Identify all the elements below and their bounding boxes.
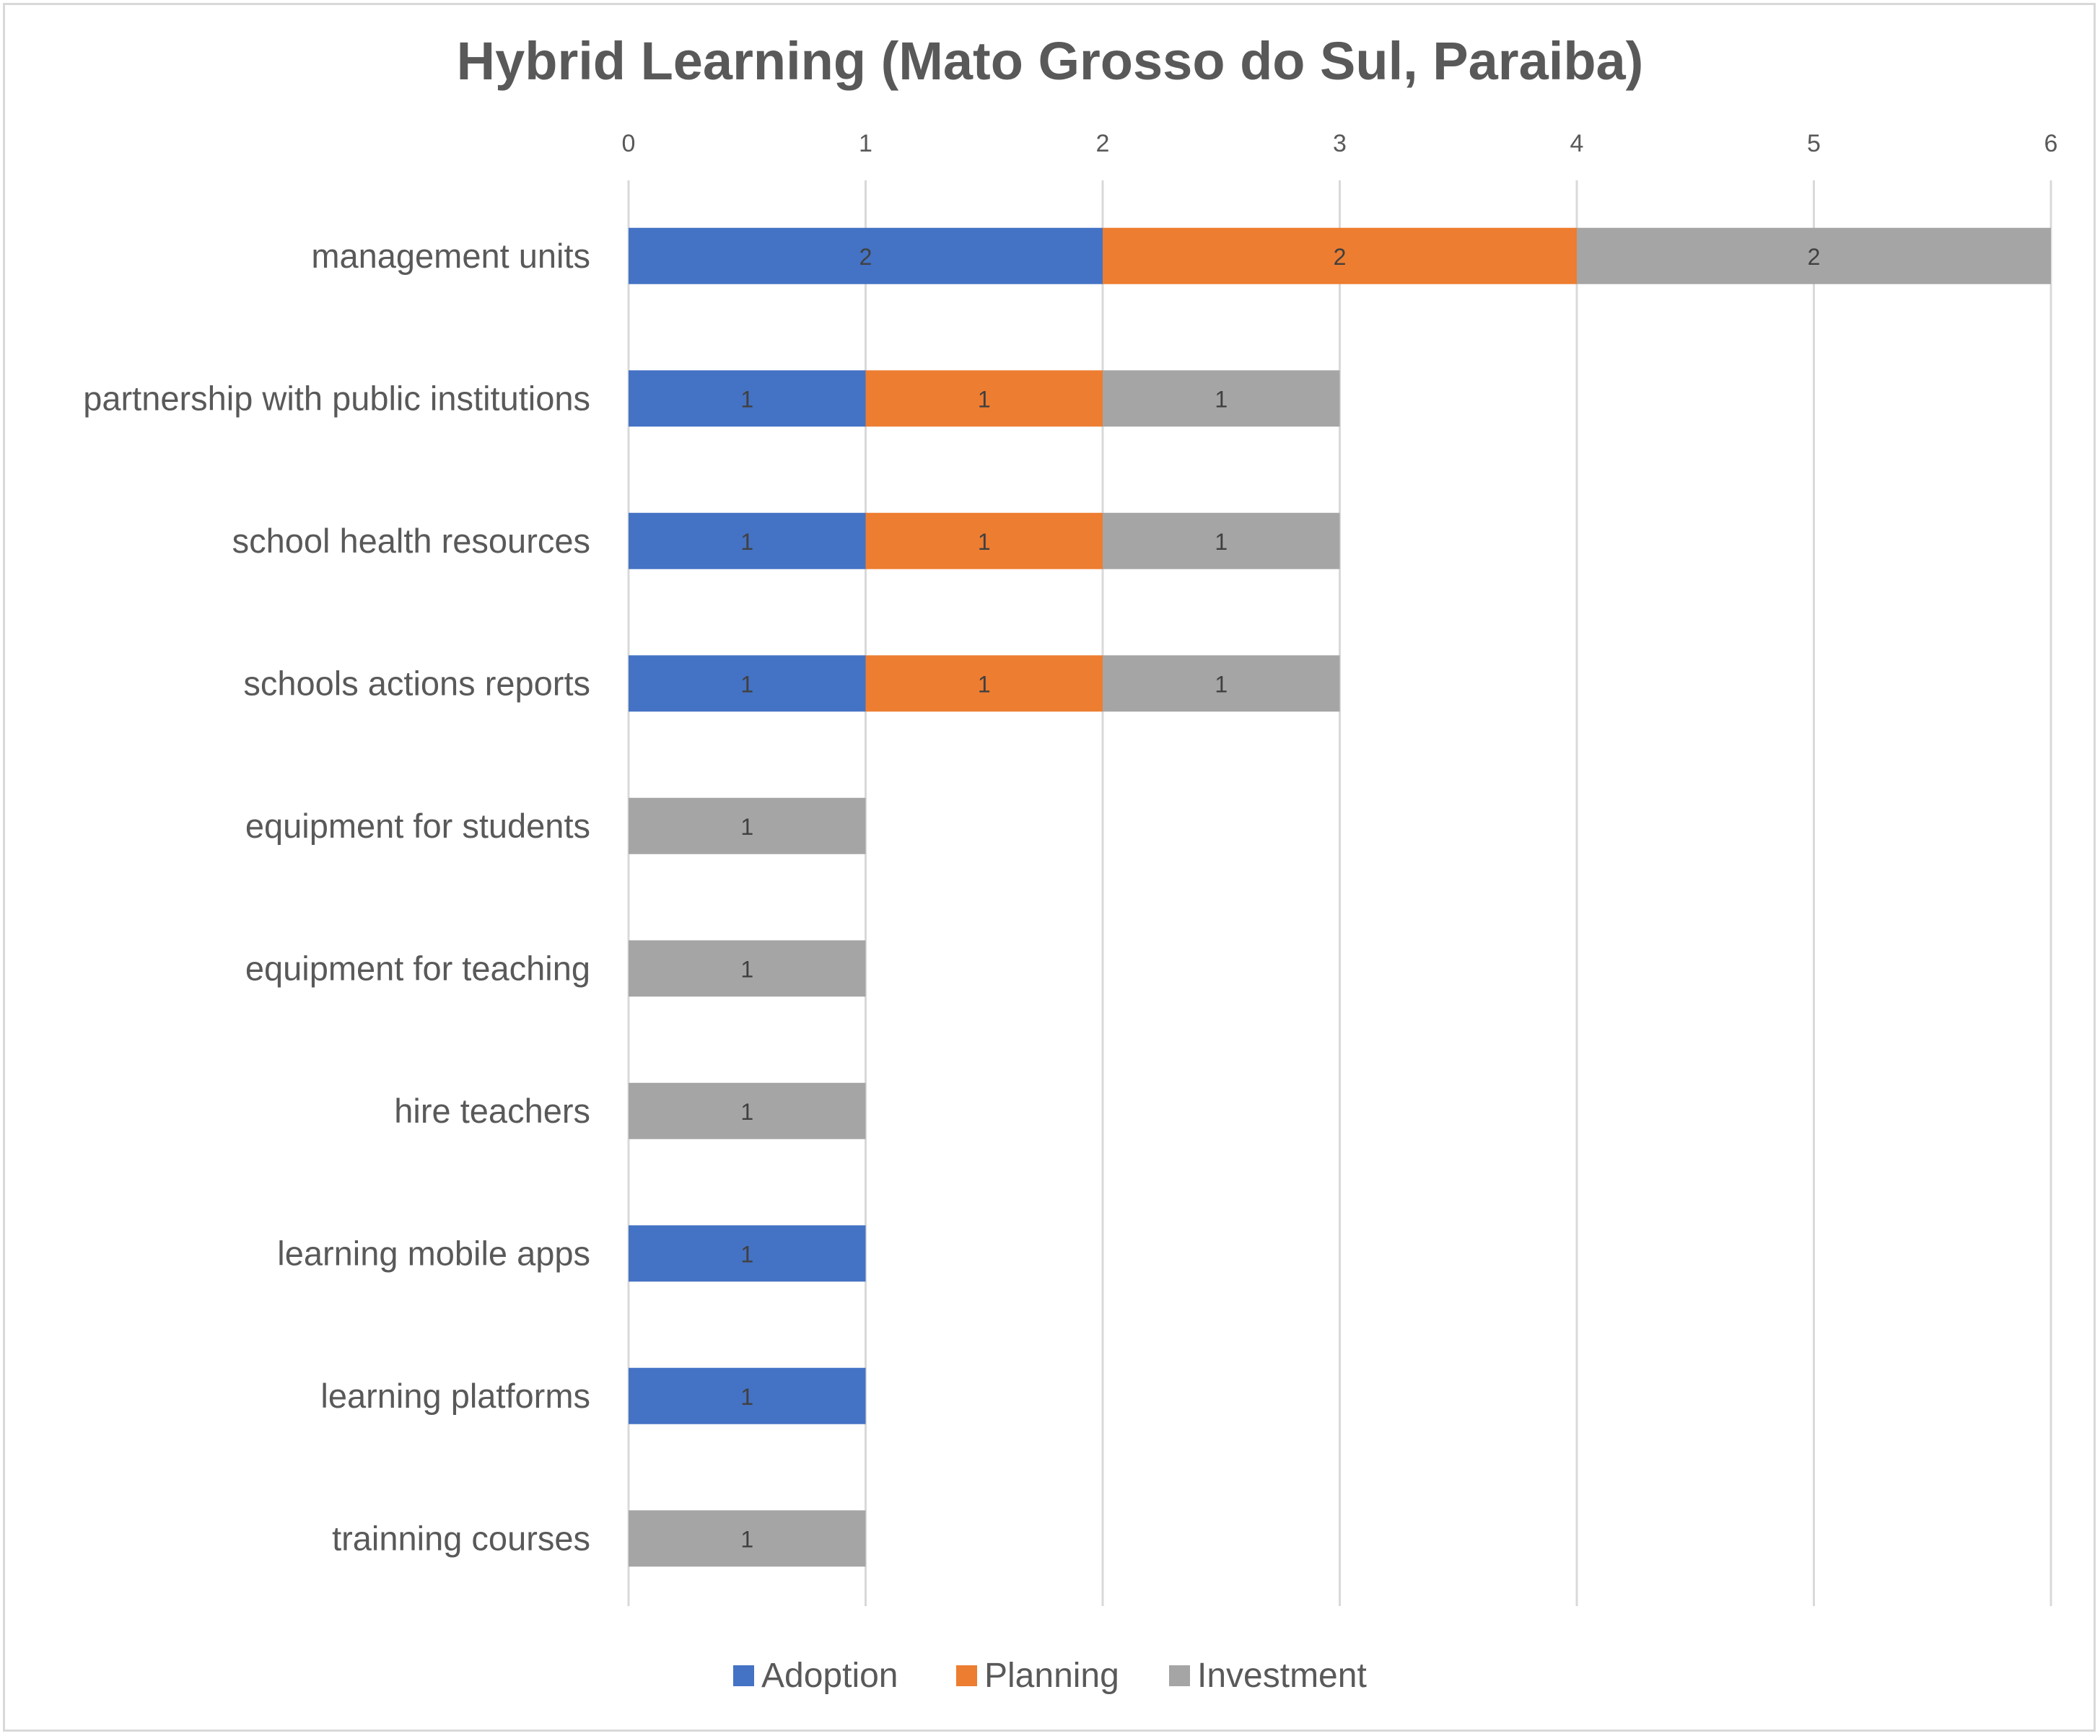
data-label: 1: [1215, 386, 1228, 412]
category-label: school health resources: [232, 522, 590, 560]
data-label: 1: [740, 1099, 753, 1125]
legend: Adoption Planning Investment: [733, 1657, 1367, 1695]
x-tick-label: 3: [1333, 130, 1347, 157]
legend-swatch-adoption: [733, 1665, 754, 1686]
legend-swatch-planning: [956, 1665, 977, 1686]
data-label: 2: [859, 244, 872, 270]
legend-label-adoption: Adoption: [761, 1657, 898, 1695]
data-label: 1: [740, 956, 753, 982]
category-label: equipment for teaching: [245, 949, 590, 987]
category-label: management units: [311, 237, 590, 275]
bar-segment-adoption: [629, 1225, 866, 1282]
category-axis: management units partnership with public …: [83, 237, 590, 1558]
legend-label-investment: Investment: [1197, 1657, 1367, 1695]
bars: 2 2 2 1 1 1 1 1 1 1 1 1 1 1 1 1 1 1: [629, 227, 2051, 1567]
category-label: learning mobile apps: [277, 1234, 590, 1272]
bar-segment-investment: [629, 1510, 866, 1567]
data-label: 2: [1334, 244, 1347, 270]
data-label: 1: [740, 386, 753, 412]
data-label: 1: [740, 1241, 753, 1267]
bar-segment-planning: [865, 370, 1103, 427]
bar-segment-adoption: [629, 370, 866, 427]
x-tick-label: 6: [2044, 130, 2058, 157]
bar-segment-investment: [629, 940, 866, 997]
bar-segment-investment: [629, 797, 866, 854]
data-label: 1: [1215, 671, 1228, 697]
bar-segment-investment: [1103, 655, 1340, 712]
data-label: 1: [1215, 529, 1228, 555]
bar-segment-investment: [1103, 512, 1340, 569]
bar-segment-adoption: [629, 512, 866, 569]
x-tick-label: 2: [1096, 130, 1110, 157]
data-label: 1: [740, 1384, 753, 1410]
bar-segment-planning: [865, 655, 1103, 712]
category-label: hire teachers: [394, 1092, 590, 1130]
bar-segment-planning: [865, 512, 1103, 569]
data-label: 1: [740, 671, 753, 697]
bar-segment-planning: [1103, 227, 1577, 284]
chart-title: Hybrid Learning (Mato Grosso do Sul, Par…: [456, 31, 1644, 91]
data-label: 1: [740, 814, 753, 840]
data-label: 2: [1808, 244, 1821, 270]
x-axis-ticks: 0 1 2 3 4 5 6: [622, 130, 2058, 157]
bar-segment-adoption: [629, 227, 1103, 284]
x-tick-label: 5: [1807, 130, 1821, 157]
category-label: learning platforms: [320, 1377, 590, 1415]
x-tick-label: 1: [859, 130, 872, 157]
x-tick-label: 0: [622, 130, 636, 157]
bar-segment-adoption: [629, 655, 866, 712]
bar-segment-investment: [1577, 227, 2051, 284]
data-label: 1: [740, 529, 753, 555]
category-label: partnership with public institutions: [83, 379, 590, 417]
data-label: 1: [978, 386, 991, 412]
data-label: 1: [978, 529, 991, 555]
legend-swatch-investment: [1169, 1665, 1190, 1686]
bar-segment-investment: [629, 1082, 866, 1139]
data-label: 1: [978, 671, 991, 697]
category-label: trainning courses: [332, 1519, 590, 1557]
x-tick-label: 4: [1570, 130, 1584, 157]
chart-frame: [3, 3, 2096, 1732]
category-label: schools actions reports: [243, 664, 590, 702]
legend-label-planning: Planning: [984, 1657, 1119, 1695]
data-label: 1: [740, 1526, 753, 1552]
category-label: equipment for students: [245, 807, 590, 845]
bar-segment-adoption: [629, 1367, 866, 1424]
bar-segment-investment: [1103, 370, 1340, 427]
